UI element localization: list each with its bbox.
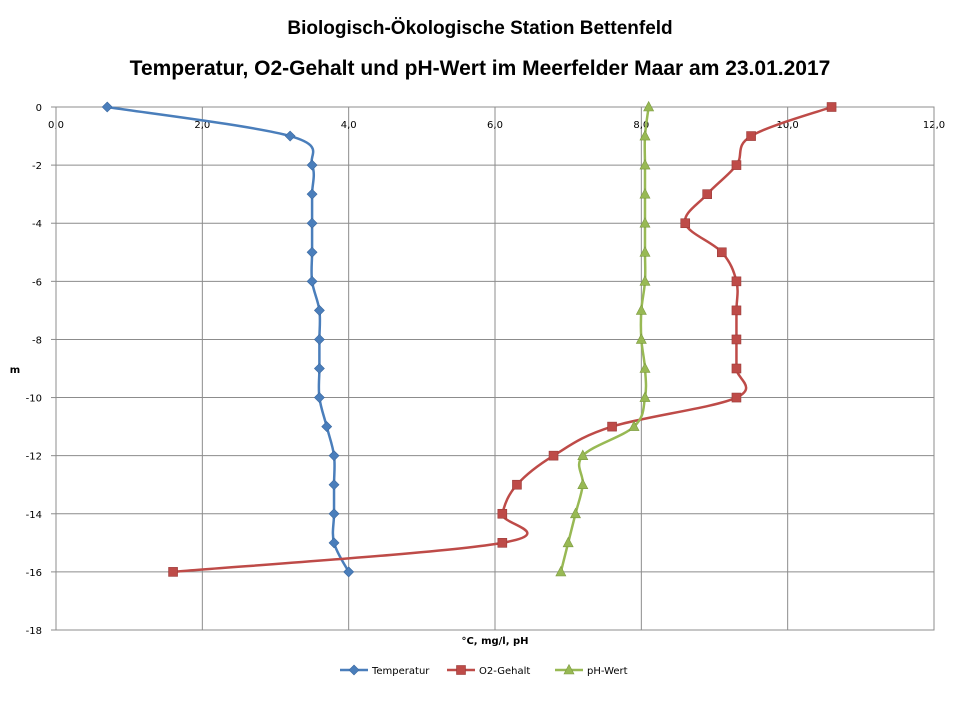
data-point-ph-wert — [639, 275, 651, 286]
data-point-o2-gehalt — [497, 538, 508, 548]
data-point-temperatur — [306, 188, 318, 200]
y-tick-label: -2 — [32, 161, 42, 172]
data-point-temperatur — [328, 479, 340, 491]
data-point-temperatur — [328, 537, 340, 549]
x-tick-label: 6,0 — [487, 120, 503, 131]
data-point-o2-gehalt — [731, 276, 742, 287]
data-point-ph-wert — [635, 333, 647, 344]
x-axis-label: °C, mg/l, pH — [461, 636, 528, 647]
legend-label-o2-gehalt: O2-Gehalt — [479, 666, 530, 677]
data-point-temperatur — [313, 392, 325, 403]
data-point-ph-wert — [639, 246, 651, 257]
data-point-temperatur — [313, 334, 325, 345]
chart-title: Biologisch-Ökologische Station Bettenfel… — [287, 18, 673, 39]
data-point-ph-wert — [628, 420, 640, 431]
chart-subtitle: Temperatur, O2-Gehalt und pH-Wert im Mee… — [129, 57, 831, 80]
data-point-temperatur — [306, 275, 318, 287]
data-point-o2-gehalt — [607, 421, 617, 432]
data-point-ph-wert — [639, 391, 651, 402]
data-point-temperatur — [306, 217, 318, 229]
data-point-o2-gehalt — [680, 218, 691, 229]
x-tick-label: 8,0 — [633, 120, 649, 131]
data-point-o2-gehalt — [168, 567, 178, 577]
data-point-temperatur — [101, 101, 113, 113]
data-point-temperatur — [343, 566, 355, 578]
legend: Temperatur O2-Gehalt pH-Wert — [340, 663, 628, 677]
axes: 0-2-4-6-8-10-12-14-16-180,0 2,0 4,0 6,0 8,0 1… — [10, 103, 945, 647]
data-point-ph-wert — [555, 565, 567, 577]
data-point-o2-gehalt — [731, 334, 742, 345]
data-point-o2-gehalt — [512, 479, 522, 490]
grid-lines — [55, 106, 935, 631]
y-tick-label: -6 — [32, 277, 42, 288]
data-point-temperatur — [313, 363, 325, 374]
y-tick-label: -14 — [26, 510, 42, 521]
legend-label-temperatur: Temperatur — [371, 666, 430, 677]
data-point-o2-gehalt — [746, 131, 756, 141]
data-point-ph-wert — [639, 362, 651, 373]
data-point-temperatur — [328, 450, 340, 462]
data-point-o2-gehalt — [731, 392, 742, 403]
legend-label-ph-wert: pH-Wert — [587, 666, 628, 677]
y-tick-label: -8 — [32, 335, 42, 346]
data-point-ph-wert — [639, 188, 651, 199]
data-point-ph-wert — [577, 478, 589, 490]
data-point-temperatur — [306, 159, 318, 171]
x-tick-label: 2,0 — [194, 120, 210, 131]
data-point-temperatur — [328, 508, 340, 520]
data-point-o2-gehalt — [717, 247, 727, 258]
series-markers — [101, 100, 837, 578]
data-point-temperatur — [313, 304, 325, 316]
x-tick-label: 4,0 — [341, 120, 357, 131]
y-axis-label: m — [10, 365, 20, 376]
plot-area-border — [55, 106, 935, 631]
data-point-o2-gehalt — [497, 508, 508, 519]
y-tick-label: -12 — [26, 452, 42, 463]
data-point-ph-wert — [639, 158, 651, 170]
data-point-ph-wert — [643, 100, 655, 112]
data-point-temperatur — [321, 421, 333, 433]
data-point-ph-wert — [569, 507, 581, 519]
y-tick-label: 0 — [36, 103, 42, 114]
data-point-o2-gehalt — [731, 305, 742, 316]
data-point-temperatur — [284, 130, 296, 142]
y-tick-label: -4 — [32, 219, 42, 230]
data-point-ph-wert — [562, 536, 574, 548]
data-point-o2-gehalt — [826, 102, 837, 112]
legend-marker-o2-gehalt — [456, 665, 466, 675]
data-point-ph-wert — [639, 129, 651, 141]
data-point-o2-gehalt — [731, 160, 742, 170]
y-tick-label: -10 — [26, 394, 42, 405]
data-point-ph-wert — [577, 449, 589, 460]
data-point-ph-wert — [635, 304, 647, 315]
y-tick-label: -18 — [26, 626, 42, 637]
y-tick-label: -16 — [26, 568, 42, 579]
legend-marker-temperatur — [348, 664, 360, 676]
data-point-ph-wert — [639, 217, 651, 228]
data-point-o2-gehalt — [548, 450, 559, 461]
x-tick-label: 10,0 — [777, 120, 799, 131]
data-point-temperatur — [306, 246, 318, 258]
legend-marker-ph-wert — [563, 663, 575, 675]
data-point-o2-gehalt — [702, 189, 712, 199]
data-point-o2-gehalt — [731, 363, 742, 374]
